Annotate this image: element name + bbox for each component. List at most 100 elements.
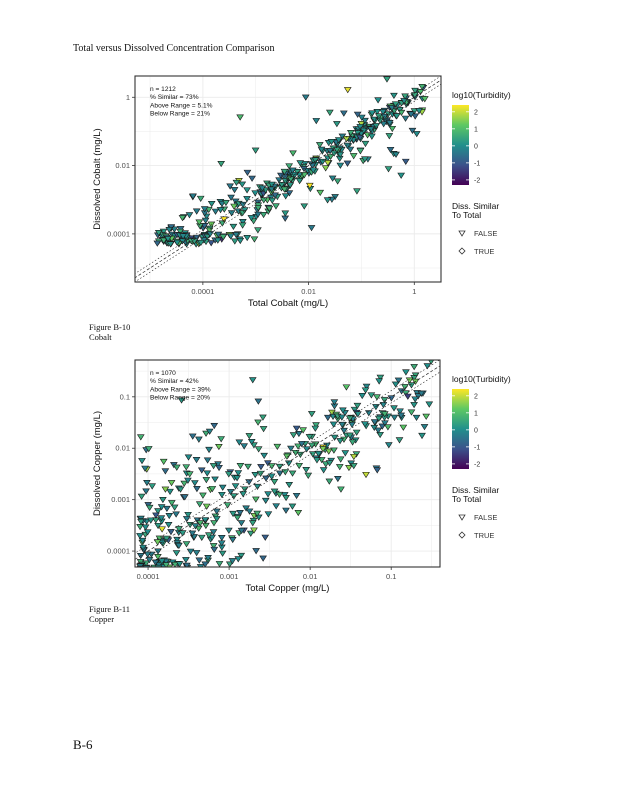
data-point [234,556,243,563]
data-point [172,569,179,574]
data-point [304,472,313,479]
data-point [362,471,370,479]
data-point [270,478,279,486]
data-point [392,151,400,158]
diamond-icon [458,247,466,255]
data-point [353,111,362,118]
colorbar-tick-label: 1 [474,126,478,133]
data-point [394,377,403,384]
data-point [323,414,332,422]
data-point [182,464,191,471]
shape-legend-title: Diss. Similar [452,485,499,495]
data-point [295,462,304,470]
data-point [143,529,152,536]
data-point [237,527,246,535]
data-point [410,364,419,371]
data-point [305,434,314,441]
data-point [376,431,384,439]
shape-legend-label: FALSE [474,229,497,238]
data-point [162,535,171,542]
data-point [345,464,353,472]
data-point [326,148,334,155]
data-point [158,539,166,546]
data-point [268,463,276,470]
page-number: B-6 [73,737,93,752]
shape-legend-title: To Total [452,210,481,220]
data-point [138,458,146,465]
data-point [259,211,268,219]
data-point [253,510,262,517]
data-point [190,238,199,245]
shape-legend-label: TRUE [474,531,494,540]
data-point [203,233,212,241]
colorbar-tick-label: -2 [474,177,480,184]
data-point [233,475,241,482]
data-point [315,142,324,149]
data-point [428,360,435,365]
data-point [374,97,382,104]
data-point [404,393,412,400]
data-point [184,477,192,484]
data-point [309,167,318,174]
data-point [373,467,382,474]
data-point [215,464,223,472]
data-point [345,415,354,422]
data-point [229,223,238,231]
data-point [321,461,330,468]
data-point [178,215,187,222]
data-point [350,406,359,413]
data-point [381,420,389,427]
data-point [197,239,205,247]
data-point [376,374,385,381]
colorbar-tick-label: 1 [474,410,478,417]
data-point [182,516,191,523]
data-point [368,110,377,117]
data-point [259,426,268,433]
data-point [336,438,344,445]
plot-panel [134,359,441,574]
data-point [259,414,267,421]
colorbar-tick-label: -1 [474,444,480,451]
data-point [145,504,154,512]
data-point [302,467,311,474]
data-point [136,434,145,441]
data-point [234,470,243,477]
x-tick-label: 0.001 [220,572,239,581]
data-point [285,190,294,197]
data-point [272,203,280,210]
data-point [192,208,201,215]
data-point [285,163,293,170]
data-point [201,517,210,524]
data-point [373,394,381,401]
data-point [349,453,358,461]
data-point [280,168,289,176]
data-point [323,197,332,204]
data-point [378,423,387,430]
data-point [281,193,290,200]
data-point [236,509,244,517]
data-point [196,567,203,572]
data-point [384,442,393,449]
shape-legend-title: Diss. Similar [452,201,499,211]
data-point [285,482,294,489]
data-point [236,114,244,121]
figure-caption: Cobalt [89,332,112,342]
data-point [203,457,212,464]
data-point [248,175,256,182]
data-point [180,494,189,501]
colorbar-tick-label: 2 [474,109,478,116]
data-point [423,363,432,370]
data-point [170,226,179,233]
data-point [325,478,334,485]
data-point [337,486,345,493]
data-point [145,557,154,564]
y-tick-label: 0.1 [120,392,130,401]
data-point [228,558,237,565]
data-point [210,423,219,430]
data-point [203,470,212,477]
data-point [153,240,162,247]
data-point [228,537,237,544]
data-point [176,486,185,493]
data-point [159,496,167,504]
